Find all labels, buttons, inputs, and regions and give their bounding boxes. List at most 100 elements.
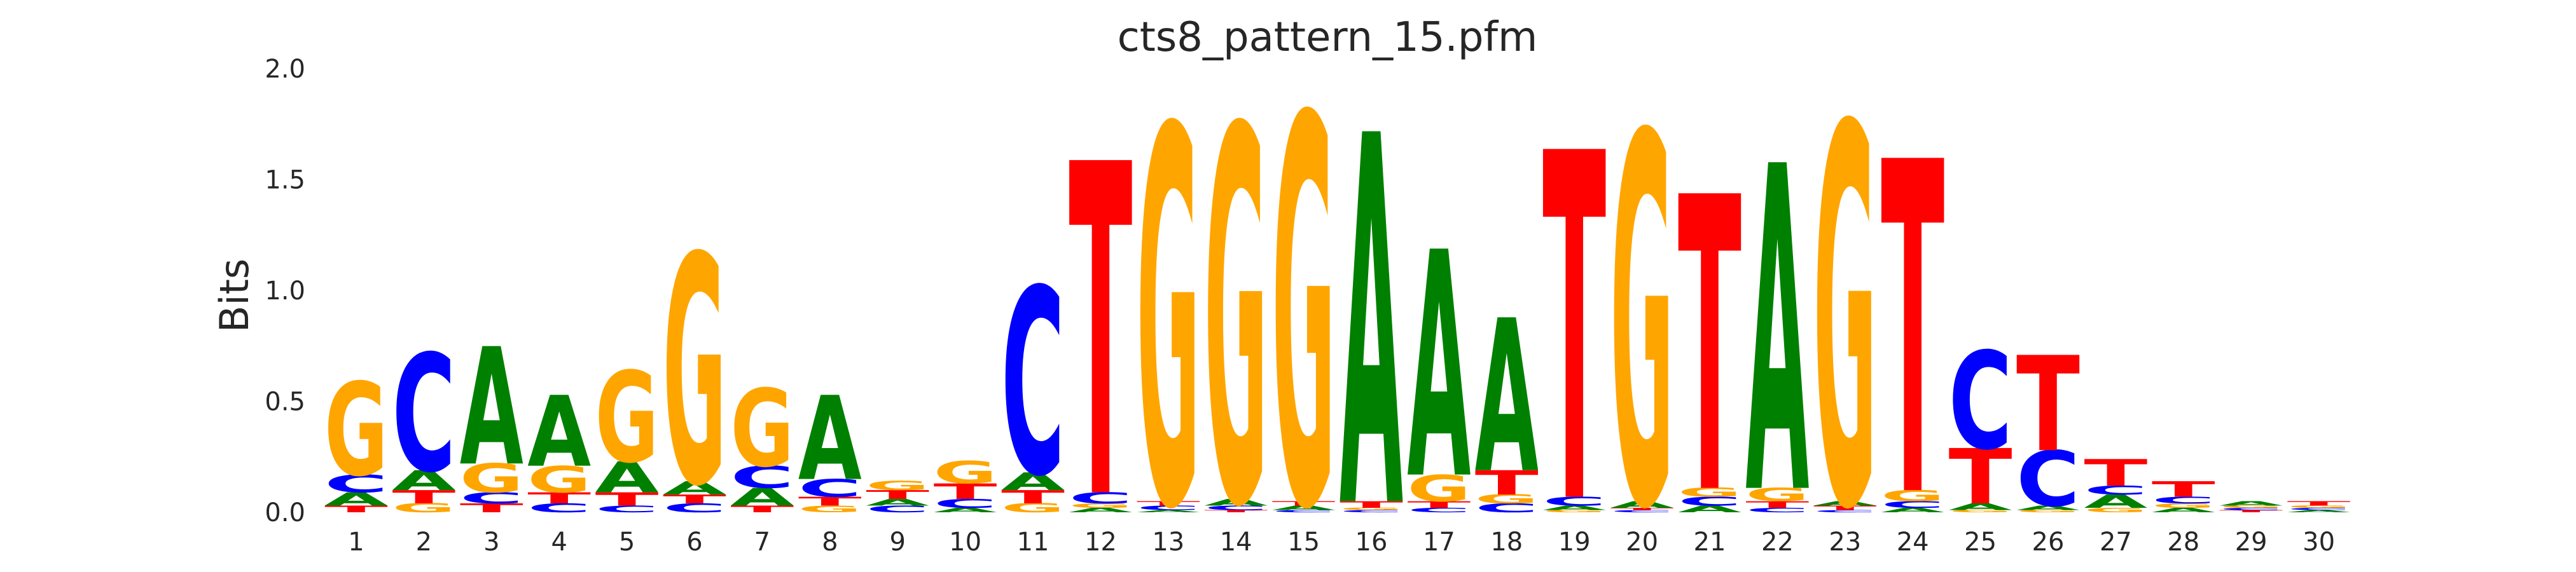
logo-glyph-c: C	[730, 460, 794, 496]
logo-glyph-g: G	[663, 191, 726, 555]
logo-glyph-g: G	[595, 347, 659, 491]
logo-glyph-c: C	[1001, 236, 1065, 533]
logo-glyph-a: A	[2084, 491, 2147, 512]
logo-glyph-a: A	[730, 484, 794, 512]
logo-glyph-g: G	[934, 455, 997, 491]
logo-glyph-g: G	[1949, 510, 2012, 514]
logo-glyph-c: C	[1813, 510, 1877, 514]
logo-glyph-c: C	[1407, 507, 1471, 514]
logo-glyph-t: T	[1610, 507, 1674, 511]
logo-glyph-a: A	[1272, 505, 1336, 512]
logo-glyph-t: T	[1475, 463, 1539, 502]
logo-glyph-c: C	[460, 489, 523, 507]
logo-glyph-t: T	[1001, 486, 1065, 507]
logo-glyph-a: A	[595, 453, 659, 502]
logo-glyph-a: A	[798, 373, 862, 507]
logo-glyph-c: C	[1745, 507, 1809, 514]
logo-glyph-a: A	[663, 478, 726, 499]
logo-glyph-c: C	[1610, 510, 1674, 514]
logo-glyph-t: T	[1204, 510, 1268, 514]
logo-glyph-a: A	[1069, 507, 1132, 514]
logo-glyph-g: G	[2287, 505, 2351, 509]
logo-glyph-a: A	[1678, 504, 1742, 515]
logo-glyph-a: A	[2152, 507, 2215, 514]
x-tick-label: 25	[1964, 528, 1997, 557]
logo-glyph-a: A	[1542, 505, 1606, 512]
x-tick-label: 10	[949, 528, 981, 557]
logo-glyph-c: C	[866, 504, 929, 515]
logo-glyph-c: C	[595, 504, 659, 515]
logo-glyph-c: C	[1272, 510, 1336, 514]
logo-glyph-t: T	[934, 479, 997, 504]
logo-glyph-c: C	[2016, 435, 2080, 524]
logo-glyph-a: A	[1001, 468, 1065, 496]
logo-glyph-c: C	[1340, 510, 1403, 514]
logo-glyph-a: A	[1881, 507, 1944, 514]
logo-glyph-a: A	[1475, 276, 1539, 521]
logo-glyph-t: T	[460, 501, 523, 515]
logo-glyph-c: C	[1881, 500, 1944, 510]
x-tick-label: 4	[551, 528, 567, 557]
logo-glyph-a: A	[527, 376, 591, 489]
x-tick-label: 21	[1694, 528, 1726, 557]
x-axis-ticks: 1 2 3 4 5 6 7 8 9 10 11 12 13 14 15 16 17 18 19 20 21 22 23 24 2…	[348, 528, 2335, 557]
logo-glyph-g: G	[1407, 468, 1471, 510]
logo-glyph-c: C	[527, 501, 591, 515]
logo-glyph-a: A	[2287, 510, 2351, 514]
logo-glyph-c: C	[2084, 483, 2147, 497]
logo-glyph-g: G	[460, 456, 523, 502]
logo-glyph-t: T	[527, 489, 591, 507]
logo-glyph-t: T	[1407, 500, 1471, 510]
logo-glyph-c: C	[2152, 495, 2215, 506]
logo-glyph-g: G	[1610, 31, 1674, 572]
logo-glyph-a: A	[324, 489, 388, 510]
logo-glyph-t: T	[1340, 500, 1403, 510]
x-tick-label: 5	[619, 528, 635, 557]
logo-glyph-t: T	[1542, 54, 1607, 572]
logo-glyph-c: C	[1475, 501, 1539, 515]
logo-glyph-c: C	[1137, 505, 1200, 512]
y-tick-label: 1.5	[265, 166, 305, 195]
x-tick-label: 17	[1423, 528, 1455, 557]
logo-glyph-c: C	[1949, 324, 2012, 480]
logo-glyph-g: G	[1881, 487, 1944, 505]
logo-glyph-t: T	[2219, 510, 2283, 514]
logo-glyph-t: T	[866, 487, 929, 501]
logo-glyph-g: G	[730, 367, 794, 491]
logo-glyph-c: C	[934, 496, 997, 510]
x-tick-label: 22	[1761, 528, 1794, 557]
logo-glyph-g: G	[1475, 492, 1539, 506]
logo-glyph-g: G	[2084, 507, 2147, 514]
logo-glyph-t: T	[1678, 113, 1742, 572]
logo-glyph-c: C	[1069, 489, 1132, 507]
chart-title: cts8_pattern_15.pfm	[1118, 14, 1538, 61]
logo-glyph-t: T	[798, 494, 862, 508]
logo-glyph-g: G	[527, 459, 591, 501]
logo-glyph-t: T	[1813, 505, 1877, 512]
x-tick-label: 15	[1287, 528, 1320, 557]
x-tick-label: 18	[1490, 528, 1523, 557]
logo-glyph-g: G	[1678, 486, 1742, 500]
logo-glyph-t: T	[1069, 71, 1133, 572]
logo-glyph-g: G	[866, 479, 929, 493]
logo-glyph-a: A	[1813, 500, 1877, 507]
x-tick-label: 7	[754, 528, 770, 557]
logo-glyph-t: T	[1949, 433, 2012, 521]
x-tick-label: 13	[1152, 528, 1184, 557]
y-tick-label: 1.0	[265, 276, 305, 306]
logo-glyph-g: G	[1272, 8, 1336, 572]
logo-glyph-g: G	[1001, 501, 1065, 515]
x-tick-label: 26	[2032, 528, 2065, 557]
logo-glyph-a: A	[1137, 510, 1200, 514]
logo-glyph-g: G	[798, 504, 862, 515]
x-tick-label: 20	[1626, 528, 1658, 557]
logo-glyph-c: C	[2287, 507, 2351, 511]
logo-glyph-t: T	[2287, 500, 2351, 507]
logo-glyph-c: C	[2219, 507, 2283, 511]
logo-glyph-a: A	[1204, 497, 1268, 508]
logo-glyph-a: A	[460, 315, 523, 502]
logo-glyph-a: A	[934, 507, 997, 514]
logo-glyph-a: A	[1340, 30, 1404, 572]
y-tick-label: 2.0	[265, 55, 305, 84]
logo-glyph-c: C	[663, 501, 726, 515]
